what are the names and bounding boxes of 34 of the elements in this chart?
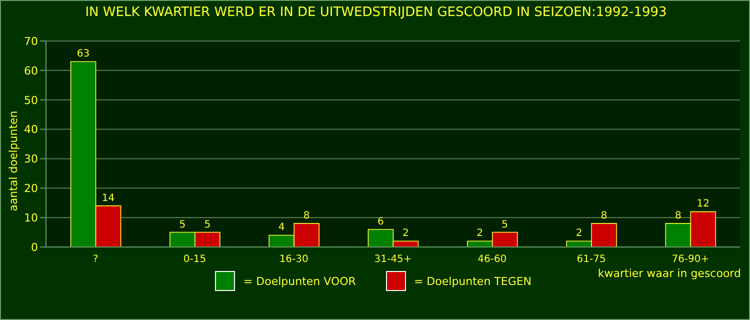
data-label: 5 [502,219,508,230]
legend-label: = Doelpunten VOOR [243,274,356,288]
x-tick-label: ? [92,254,98,266]
x-tick-label: 76-90+ [672,254,710,266]
y-tick-label: 60 [24,64,38,78]
y-tick-label: 10 [24,211,38,224]
x-tick-label: 31-45+ [374,254,412,266]
y-axis-title: aantal doelpunten [7,110,20,214]
data-label: 12 [696,198,710,210]
y-tick-label: 70 [24,34,38,48]
data-label: 2 [476,228,484,240]
data-label: 5 [179,219,186,230]
data-label: 14 [102,192,115,204]
data-label: 6 [378,216,384,228]
y-tick-label: 20 [24,182,38,196]
y-tick-label: 40 [24,123,38,136]
legend-label: = Doelpunten TEGEN [414,274,532,288]
x-tick-label: 46-60 [478,254,507,266]
data-label: 8 [674,210,682,222]
y-tick-label: 50 [24,94,38,107]
data-label: 2 [402,228,409,240]
x-tick-label: 61-75 [576,254,606,266]
data-label: 2 [576,228,582,240]
data-label: 8 [600,210,608,222]
data-label: 63 [76,48,90,60]
y-tick-label: 30 [24,152,38,166]
chart-title: IN WELK KWARTIER WERD ER IN DE UITWEDSTRIJDEN GESCOORD IN SEIZOEN:1992-1993 [84,5,668,20]
data-label: 4 [278,222,285,234]
y-tick-label: 0 [31,240,38,254]
x-tick-label: 16-30 [279,254,308,266]
x-tick-label: 0-15 [183,254,206,266]
data-label: 8 [303,210,310,222]
data-label: 5 [204,219,211,230]
x-axis-title: kwartier waar in gescoord [598,267,741,280]
